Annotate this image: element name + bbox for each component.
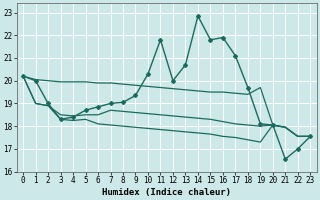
X-axis label: Humidex (Indice chaleur): Humidex (Indice chaleur) <box>102 188 231 197</box>
